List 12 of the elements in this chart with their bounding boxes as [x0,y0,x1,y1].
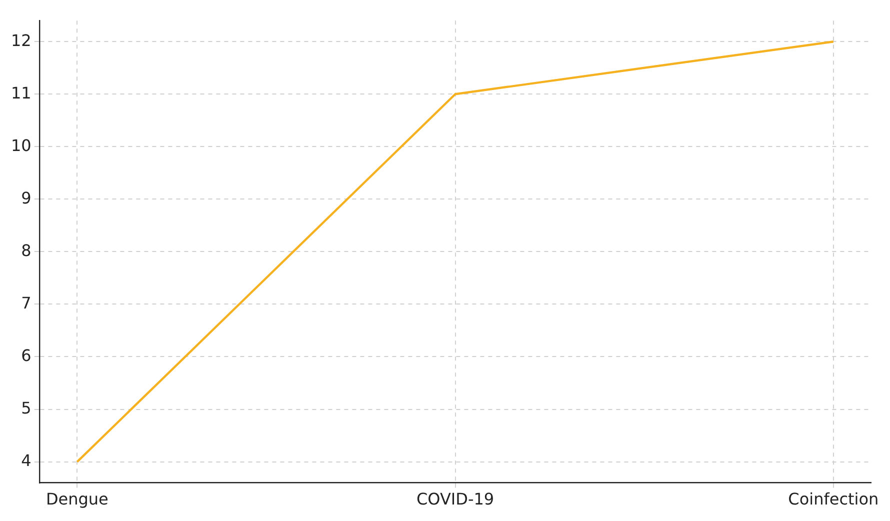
y-tick-label: 4 [21,450,32,470]
y-tick-label: 6 [21,346,32,365]
x-tick-label: COVID-19 [416,490,494,509]
x-tick-label: Coinfection [788,490,879,509]
y-tick-label: 7 [21,293,32,312]
y-tick-label: 9 [21,188,32,208]
y-tick-label: 12 [11,30,32,50]
y-tick-label: 11 [11,83,32,102]
y-tick-label: 5 [21,398,32,418]
y-tick-label: 10 [11,136,32,155]
x-tick-label: Dengue [46,490,108,509]
y-tick-label: 8 [21,240,32,260]
